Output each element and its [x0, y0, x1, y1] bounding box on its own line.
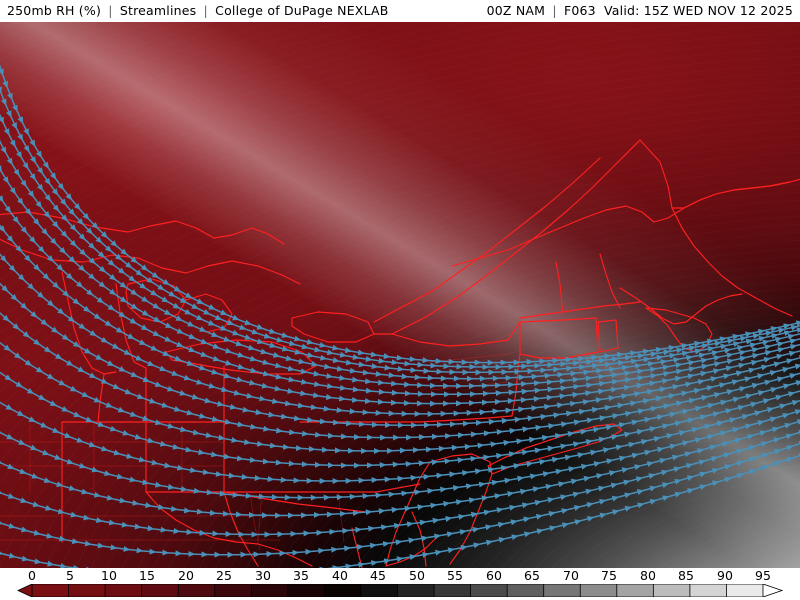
colorbar-cell-65	[506, 584, 545, 597]
colorbar-tick-55: 55	[447, 568, 463, 583]
streamline-2	[0, 62, 800, 370]
colorbar-tick-30: 30	[255, 568, 271, 583]
streamline-layer	[0, 31, 800, 568]
header-separator-2: |	[203, 3, 208, 18]
colorbar-tick-85: 85	[678, 568, 694, 583]
colorbar-cell-0	[31, 584, 70, 597]
streamline-7	[0, 214, 800, 407]
colorbar-cell-80	[616, 584, 655, 597]
colorbar: 0 5 10 15 20 25 30 35 40 45 50 55 60 65 70 75 80 85 90 95	[0, 568, 800, 600]
streamline-4	[0, 123, 800, 382]
colorbar-cell-5	[68, 584, 107, 597]
field-label: Streamlines	[119, 3, 197, 18]
colorbar-cell-45	[360, 584, 399, 597]
colorbar-cell-15	[141, 584, 180, 597]
streamlines	[0, 31, 800, 568]
colorbar-swatches	[0, 584, 800, 597]
colorbar-cell-85	[652, 584, 691, 597]
streamline-6	[0, 184, 800, 398]
header-left-text: 250mb RH (%) | Streamlines | College of …	[7, 3, 389, 18]
streamline-18	[0, 452, 800, 568]
colorbar-extend-high	[762, 584, 784, 597]
colorbar-tick-10: 10	[101, 568, 117, 583]
colorbar-cell-25	[214, 584, 253, 597]
colorbar-cell-60	[470, 584, 509, 597]
model-run-label: 00Z NAM	[486, 3, 546, 18]
colorbar-tick-60: 60	[486, 568, 502, 583]
colorbar-tick-50: 50	[409, 568, 425, 583]
colorbar-cell-90	[689, 584, 728, 597]
colorbar-cell-50	[397, 584, 436, 597]
colorbar-cell-70	[543, 584, 582, 597]
streamline-3	[0, 92, 800, 376]
map-canvas[interactable]	[0, 22, 800, 568]
map-layer-stack	[0, 22, 800, 568]
colorbar-tick-0: 0	[28, 568, 36, 583]
colorbar-graphic	[17, 584, 784, 597]
streamline-8	[0, 245, 800, 417]
colorbar-tick-25: 25	[216, 568, 232, 583]
streamline-1	[0, 31, 800, 366]
colorbar-extend-low	[17, 584, 33, 597]
colorbar-tick-40: 40	[332, 568, 348, 583]
colorbar-tick-5: 5	[66, 568, 74, 583]
colorbar-tick-75: 75	[601, 568, 617, 583]
colorbar-cell-10	[104, 584, 143, 597]
header-separator-1: |	[108, 3, 113, 18]
valid-time-label: Valid: 15Z WED NOV 12 2025	[604, 3, 793, 18]
colorbar-tick-70: 70	[563, 568, 579, 583]
colorbar-cell-75	[579, 584, 618, 597]
colorbar-cell-95	[726, 584, 765, 597]
colorbar-tick-45: 45	[370, 568, 386, 583]
colorbar-tick-90: 90	[717, 568, 733, 583]
colorbar-cell-40	[323, 584, 362, 597]
colorbar-tick-95: 95	[755, 568, 771, 583]
colorbar-cell-20	[177, 584, 216, 597]
colorbar-tick-80: 80	[640, 568, 656, 583]
colorbar-cells	[17, 584, 784, 597]
forecast-hour-label: F063	[563, 3, 596, 18]
colorbar-tick-15: 15	[139, 568, 155, 583]
header-right-text: 00Z NAM | F063 Valid: 15Z WED NOV 12 202…	[487, 3, 793, 18]
colorbar-cell-35	[287, 584, 326, 597]
colorbar-tick-labels: 0 5 10 15 20 25 30 35 40 45 50 55 60 65 70 75 80 85 90 95	[0, 568, 800, 583]
product-label: 250mb RH (%)	[7, 3, 102, 18]
colorbar-tick-35: 35	[293, 568, 309, 583]
colorbar-cell-55	[433, 584, 472, 597]
source-label: College of DuPage NEXLAB	[215, 3, 389, 18]
streamline-9	[0, 275, 800, 429]
header-bar: 250mb RH (%) | Streamlines | College of …	[0, 0, 800, 22]
colorbar-tick-65: 65	[524, 568, 540, 583]
colorbar-cell-30	[250, 584, 289, 597]
colorbar-tick-20: 20	[178, 568, 194, 583]
header-separator-3: |	[552, 3, 557, 18]
